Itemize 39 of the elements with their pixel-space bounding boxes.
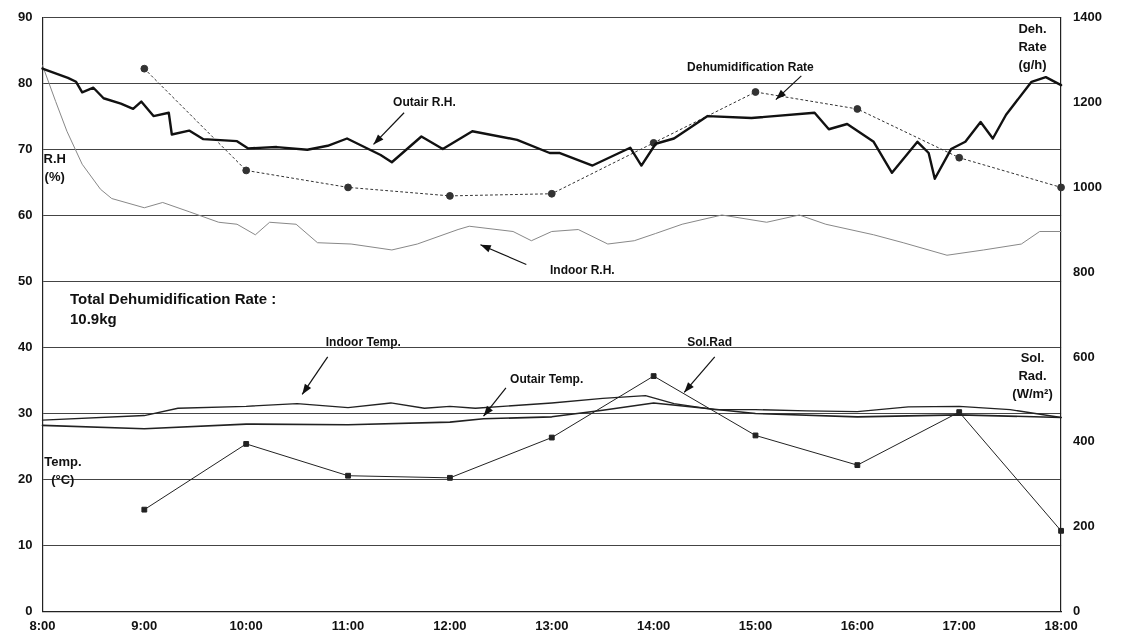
y2-tick-label: 400: [1073, 433, 1095, 449]
text: Outair Temp.: [510, 371, 584, 386]
x-tick-label: 15:00: [738, 617, 773, 633]
x-tick-label: 18:00: [1044, 617, 1078, 633]
series-label: Dehumidification Rate: [687, 60, 815, 75]
series-label: Indoor R.H.: [549, 263, 615, 278]
y-tick-label: 60: [17, 207, 33, 223]
y-tick-label: 30: [17, 405, 33, 421]
x-tick-label: 17:00: [942, 617, 976, 633]
y-tick-label: 70: [17, 141, 33, 157]
y-tick-label: 80: [17, 75, 33, 91]
y-tick-label: 0: [25, 602, 33, 618]
y2-tick-label: 1400: [1073, 9, 1102, 25]
x-tick-label: 10:00: [229, 617, 263, 633]
text: Outair R.H.: [393, 94, 456, 109]
x-tick-label: 13:00: [535, 617, 569, 633]
y-tick-label: 50: [17, 273, 33, 289]
y-tick-label: 10: [17, 537, 33, 553]
y2-tick-label: 0: [1073, 602, 1081, 618]
annotation: Sol. Rad. (W/m²): [1012, 349, 1053, 401]
x-tick-label: 8:00: [29, 617, 56, 633]
y-tick-label: 20: [17, 471, 33, 487]
y-axis-title: R.H (%): [43, 151, 66, 185]
text: Indoor Temp.: [325, 334, 401, 349]
y-tick-label: 90: [17, 9, 33, 25]
y2-axis-title: Deh. Rate (g/h): [1018, 21, 1047, 73]
y-tick-label: 40: [17, 339, 33, 355]
x-tick-label: 16:00: [840, 617, 874, 633]
y2-tick-label: 600: [1073, 348, 1095, 364]
y2-tick-label: 800: [1073, 263, 1095, 279]
x-tick-label: 9:00: [131, 617, 158, 633]
y2-tick-label: 200: [1073, 518, 1095, 534]
x-tick-label: 14:00: [637, 617, 671, 633]
y2-tick-label: 1000: [1073, 178, 1102, 194]
annotation: Total Dehumidification Rate : 10.9kg: [69, 290, 277, 328]
x-tick-label: 11:00: [331, 617, 365, 633]
x-tick-label: 12:00: [433, 617, 467, 633]
y2-tick-label: 1200: [1073, 94, 1102, 110]
text: Sol.Rad: [687, 334, 732, 349]
